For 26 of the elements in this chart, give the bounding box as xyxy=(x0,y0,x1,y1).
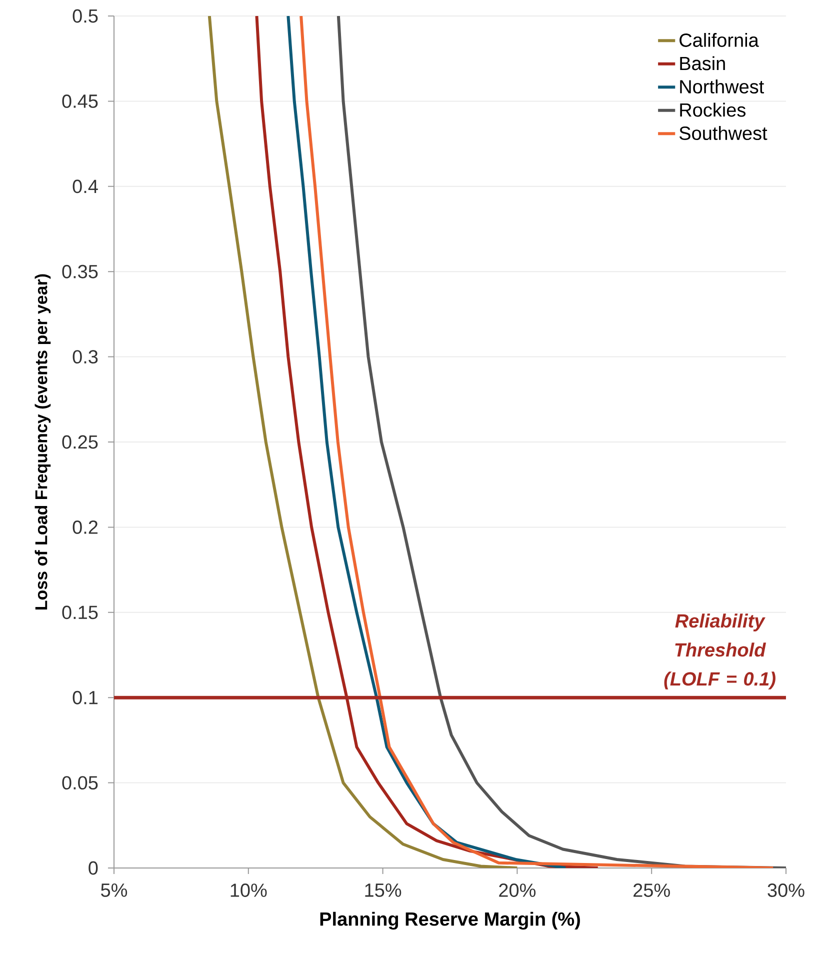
y-tick-label: 0.5 xyxy=(72,9,98,23)
y-tick-label: 0 xyxy=(88,861,98,875)
x-tick-label: 20% xyxy=(499,884,536,897)
y-tick-label: 0.1 xyxy=(72,690,98,704)
legend-label: California xyxy=(680,32,759,47)
y-tick-label: 0.4 xyxy=(72,180,98,194)
x-tick-label: 15% xyxy=(365,884,402,897)
x-tick-label: 25% xyxy=(634,884,670,897)
x-tick-label: 10% xyxy=(230,884,267,897)
legend-label: Northwest xyxy=(680,80,764,94)
y-tick-label: 0.3 xyxy=(72,350,98,364)
y-tick-label: 0.45 xyxy=(62,94,98,108)
y-axis-title: Loss of Load Frequency (events per year) xyxy=(34,274,51,610)
x-tick-label: 30% xyxy=(768,884,804,897)
y-tick-label: 0.15 xyxy=(62,606,98,620)
x-tick-label: 5% xyxy=(101,884,128,897)
y-tick-label: 0.05 xyxy=(62,776,98,790)
legend-label: Rockies xyxy=(680,102,746,117)
y-tick-label: 0.2 xyxy=(72,520,98,534)
line-series xyxy=(286,16,568,868)
legend-label: Basin xyxy=(680,56,725,70)
y-tick-label: 0.35 xyxy=(62,264,98,278)
ref-line-label: Reliability Threshold (LOLF = 0.1) xyxy=(664,614,776,690)
y-tick-label: 0.25 xyxy=(62,435,98,449)
x-axis-title: Planning Reserve Margin (%) xyxy=(320,912,580,930)
legend-label: Southwest xyxy=(679,126,768,140)
